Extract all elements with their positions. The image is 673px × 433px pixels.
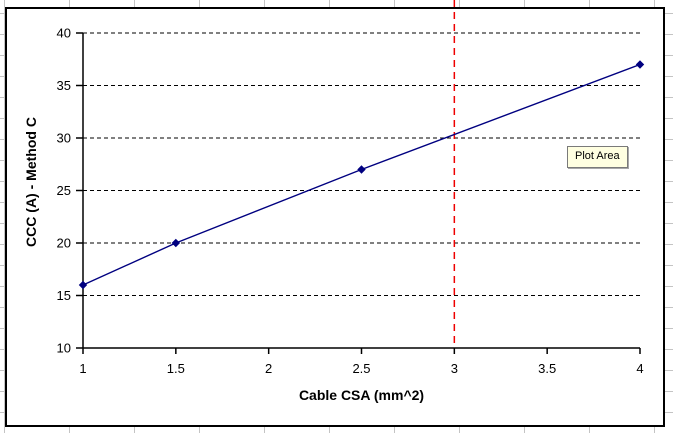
x-tick-label: 2 [265,361,272,376]
data-point-marker[interactable] [171,238,181,248]
data-point-marker[interactable] [357,165,366,174]
chart-object[interactable] [5,7,665,427]
y-tick-label: 35 [57,78,71,93]
x-tick-label: 3.5 [538,361,556,376]
y-tick-label: 10 [57,341,71,356]
y-tick-label: 15 [57,288,71,303]
x-tick-label: 4 [636,361,643,376]
plot-area[interactable] [83,33,640,348]
y-tick-label: 30 [57,131,71,146]
data-point-marker[interactable] [635,60,645,69]
x-tick-label: 1.5 [167,361,185,376]
y-tick-label: 20 [57,236,71,251]
y-axis-title: CCC (A) - Method C [23,117,39,247]
x-axis-title: Cable CSA (mm^2) [298,387,425,403]
y-tick-label: 40 [57,26,71,41]
series-line[interactable] [82,63,641,286]
data-point-marker[interactable] [78,280,88,290]
x-tick-label: 2.5 [352,361,370,376]
plot-area-tooltip: Plot Area [567,146,628,168]
y-tick-label: 25 [57,183,71,198]
x-tick-label: 3 [451,361,458,376]
x-tick-label: 1 [79,361,86,376]
